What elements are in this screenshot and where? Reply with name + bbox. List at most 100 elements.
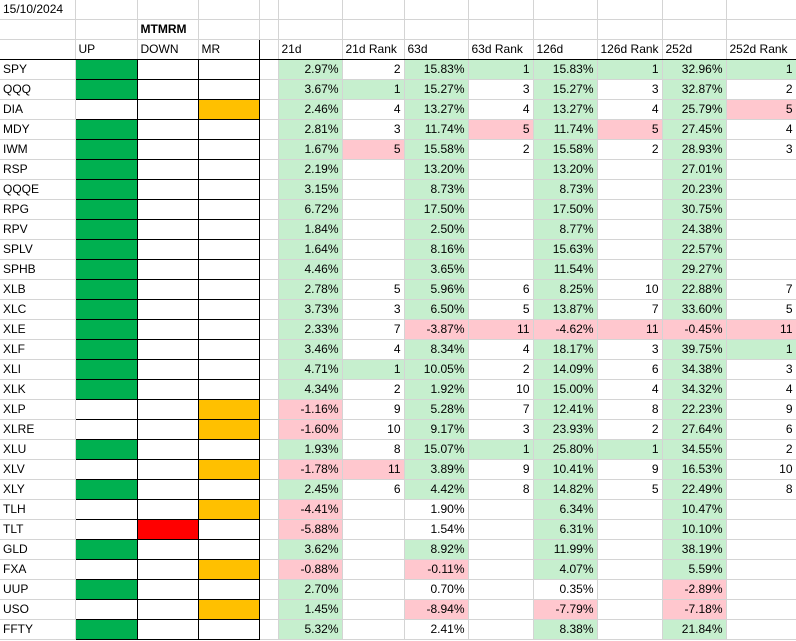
d126-cell[interactable]: -4.62% [533,319,598,340]
d21-cell[interactable]: -1.78% [278,459,343,480]
r21-cell[interactable]: 4 [342,339,405,360]
ticker-cell[interactable]: XLC [0,299,76,320]
d126-cell[interactable]: 17.50% [533,199,598,220]
signal-mr-cell[interactable] [197,279,260,300]
d63-cell[interactable]: 4.42% [404,479,469,500]
d21-cell[interactable]: 3.67% [278,79,343,100]
signal-down-cell[interactable] [136,159,199,180]
d252-cell[interactable]: 25.79% [662,99,727,120]
spacer-cell[interactable] [259,359,279,380]
r63-cell[interactable] [468,219,534,240]
signal-down-cell[interactable] [136,319,199,340]
d252-cell[interactable]: 22.23% [662,399,727,420]
r126-cell[interactable]: 5 [597,119,663,140]
d126-cell[interactable]: 6.31% [533,519,598,540]
r126-cell[interactable]: 3 [597,339,663,360]
d252-cell[interactable]: 32.87% [662,79,727,100]
d21-cell[interactable]: -4.41% [278,499,343,520]
r63-cell[interactable] [468,539,534,560]
d126-cell[interactable]: 15.00% [533,379,598,400]
signal-up-cell[interactable] [74,619,138,640]
signal-down-cell[interactable] [136,399,199,420]
header-mr[interactable]: MR [198,39,260,60]
header-63d[interactable]: 63d [404,39,469,60]
r21-cell[interactable] [342,219,405,240]
signal-mr-cell[interactable] [197,259,260,280]
ticker-cell[interactable]: XLE [0,319,76,340]
signal-down-cell[interactable] [136,599,199,620]
signal-down-cell[interactable] [136,279,199,300]
signal-down-cell[interactable] [136,479,199,500]
r21-cell[interactable] [342,159,405,180]
d126-cell[interactable]: 15.83% [533,59,598,80]
signal-mr-cell[interactable] [197,339,260,360]
signal-mr-cell[interactable] [197,539,260,560]
d252-cell[interactable]: 28.93% [662,139,727,160]
d63-cell[interactable]: 2.41% [404,619,469,640]
ticker-cell[interactable]: XLB [0,279,76,300]
r63-cell[interactable] [468,239,534,260]
r21-cell[interactable] [342,519,405,540]
r252-cell[interactable]: 11 [726,319,796,340]
signal-mr-cell[interactable] [197,219,260,240]
signal-down-cell[interactable] [136,439,199,460]
spacer-cell[interactable] [259,99,279,120]
r21-cell[interactable]: 2 [342,59,405,80]
ticker-cell[interactable]: SPLV [0,239,76,260]
r126-cell[interactable]: 4 [597,379,663,400]
d21-cell[interactable]: 1.67% [278,139,343,160]
signal-mr-cell[interactable] [197,59,260,80]
d252-cell[interactable]: 16.53% [662,459,727,480]
signal-down-cell[interactable] [136,199,199,220]
d126-cell[interactable]: 8.38% [533,619,598,640]
signal-mr-cell[interactable] [197,459,260,480]
d21-cell[interactable]: 1.84% [278,219,343,240]
d63-cell[interactable]: 2.50% [404,219,469,240]
r252-cell[interactable] [726,599,796,620]
signal-mr-cell[interactable] [197,499,260,520]
d252-cell[interactable]: -7.18% [662,599,727,620]
signal-down-cell[interactable] [136,579,199,600]
signal-up-cell[interactable] [74,279,138,300]
signal-up-cell[interactable] [74,379,138,400]
ticker-cell[interactable]: RPV [0,219,76,240]
r21-cell[interactable] [342,579,405,600]
r252-cell[interactable]: 5 [726,299,796,320]
signal-up-cell[interactable] [74,519,138,540]
d63-cell[interactable]: 15.27% [404,79,469,100]
signal-up-cell[interactable] [74,579,138,600]
ticker-cell[interactable]: XLI [0,359,76,380]
d63-cell[interactable]: 10.05% [404,359,469,380]
signal-down-cell[interactable] [136,359,199,380]
r21-cell[interactable]: 3 [342,119,405,140]
r63-cell[interactable] [468,179,534,200]
r126-cell[interactable] [597,239,663,260]
r126-cell[interactable]: 4 [597,99,663,120]
d252-cell[interactable]: 27.64% [662,419,727,440]
r21-cell[interactable] [342,539,405,560]
d252-cell[interactable]: 34.38% [662,359,727,380]
d126-cell[interactable]: 8.25% [533,279,598,300]
spacer-cell[interactable] [259,599,279,620]
d21-cell[interactable]: 3.46% [278,339,343,360]
r126-cell[interactable] [597,159,663,180]
d63-cell[interactable]: -8.94% [404,599,469,620]
d252-cell[interactable]: 10.47% [662,499,727,520]
ticker-cell[interactable]: GLD [0,539,76,560]
r21-cell[interactable] [342,599,405,620]
r126-cell[interactable] [597,599,663,620]
spacer-cell[interactable] [259,79,279,100]
r21-cell[interactable]: 7 [342,319,405,340]
r252-cell[interactable] [726,179,796,200]
signal-mr-cell[interactable] [197,419,260,440]
signal-up-cell[interactable] [74,399,138,420]
r126-cell[interactable]: 9 [597,459,663,480]
signal-mr-cell[interactable] [197,199,260,220]
d252-cell[interactable]: 21.84% [662,619,727,640]
group-title[interactable]: MTMRM [137,19,199,40]
signal-up-cell[interactable] [74,79,138,100]
r126-cell[interactable]: 11 [597,319,663,340]
ticker-cell[interactable]: IWM [0,139,76,160]
r252-cell[interactable] [726,559,796,580]
r126-cell[interactable] [597,559,663,580]
